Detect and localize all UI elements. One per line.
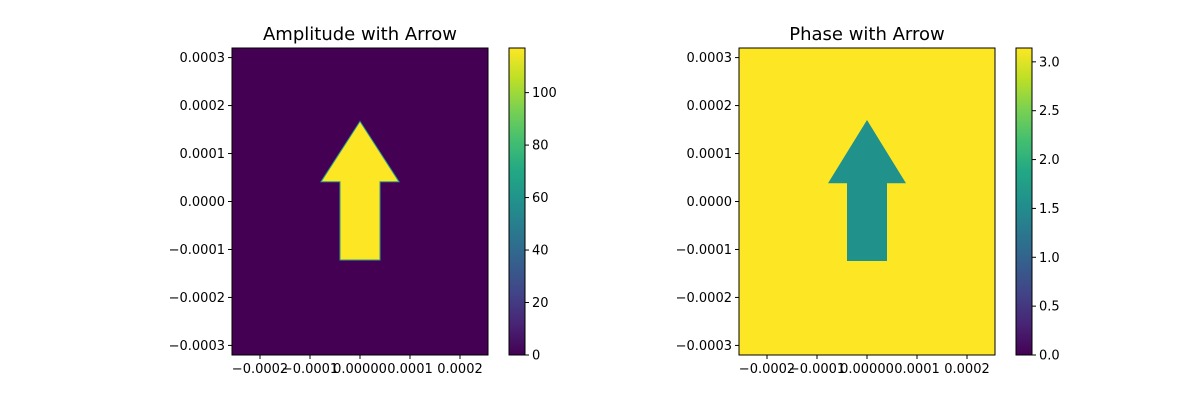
amplitude-y-tick-label: 0.0002: [180, 99, 226, 114]
phase-colorbar-ticks: 0.0 0.5 1.0 1.5 2.0 2.5 3.0: [1032, 55, 1060, 364]
phase-colorbar-tick-label: 2.5: [1039, 104, 1060, 119]
amplitude-panel: Amplitude with Arrow −0.0002−0.00010.000…: [169, 24, 557, 377]
phase-colorbar-tick-label: 3.0: [1039, 55, 1060, 70]
phase-y-ticks: −0.0003 −0.0002 −0.0001 0.0000 0.0001 0.0002 0…: [676, 51, 739, 354]
amplitude-colorbar-ticks: 0 20 40 60 80 100: [525, 86, 557, 364]
phase-colorbar-tick-label: 0.0: [1039, 349, 1060, 364]
amplitude-x-tick-label: 0.00000: [333, 362, 387, 377]
amplitude-colorbar-tick-label: 0: [532, 349, 540, 364]
phase-y-tick-label: −0.0001: [676, 243, 732, 258]
phase-y-tick-label: 0.0002: [687, 99, 733, 114]
phase-plot-area: [738, 47, 996, 356]
phase-y-tick-label: −0.0002: [676, 291, 732, 306]
amplitude-colorbar-gradient: [508, 47, 526, 356]
amplitude-colorbar-tick-label: 20: [532, 296, 549, 311]
phase-arrow: [828, 120, 906, 261]
amplitude-x-tick-label: −0.0001: [282, 362, 338, 377]
amplitude-y-ticks: −0.0003 −0.0002 −0.0001 0.0000 0.0001 0.0002 0…: [169, 51, 232, 354]
phase-x-tick-label: −0.0001: [789, 362, 845, 377]
phase-x-tick-label: 0.0001: [894, 362, 940, 377]
amplitude-x-tick-label: 0.0002: [437, 362, 483, 377]
phase-x-tick-label: 0.0002: [944, 362, 990, 377]
phase-colorbar-tick-label: 0.5: [1039, 300, 1060, 315]
amplitude-title: Amplitude with Arrow: [263, 24, 457, 45]
phase-colorbar-tick-label: 2.0: [1039, 153, 1060, 168]
phase-colorbar-tick-label: 1.5: [1039, 202, 1060, 217]
phase-colorbar-tick-label: 1.0: [1039, 251, 1060, 266]
phase-colorbar-gradient: [1015, 47, 1033, 356]
amplitude-y-tick-label: −0.0003: [169, 339, 225, 354]
amplitude-y-tick-label: −0.0001: [169, 243, 225, 258]
amplitude-arrow: [320, 120, 400, 261]
phase-y-tick-label: 0.0003: [687, 51, 733, 66]
amplitude-x-tick-label: 0.0001: [387, 362, 433, 377]
phase-x-tick-label: −0.0002: [739, 362, 795, 377]
amplitude-colorbar-tick-label: 80: [532, 139, 549, 154]
phase-colorbar: 0.0 0.5 1.0 1.5 2.0 2.5 3.0: [1015, 47, 1060, 364]
amplitude-y-tick-label: −0.0002: [169, 291, 225, 306]
phase-y-tick-label: 0.0000: [687, 195, 733, 210]
phase-y-tick-label: −0.0003: [676, 339, 732, 354]
amplitude-y-tick-label: 0.0001: [180, 147, 226, 162]
phase-y-tick-label: 0.0001: [687, 147, 733, 162]
amplitude-plot-area: [231, 47, 489, 356]
amplitude-colorbar-tick-label: 40: [532, 244, 549, 259]
amplitude-colorbar-tick-label: 100: [532, 86, 557, 101]
phase-title: Phase with Arrow: [789, 24, 945, 45]
amplitude-y-tick-label: 0.0000: [180, 195, 226, 210]
phase-x-tick-label: 0.00000: [840, 362, 894, 377]
amplitude-colorbar: 0 20 40 60 80 100: [508, 47, 557, 364]
amplitude-x-tick-label: −0.0002: [232, 362, 288, 377]
amplitude-y-tick-label: 0.0003: [180, 51, 226, 66]
amplitude-colorbar-tick-label: 60: [532, 191, 549, 206]
